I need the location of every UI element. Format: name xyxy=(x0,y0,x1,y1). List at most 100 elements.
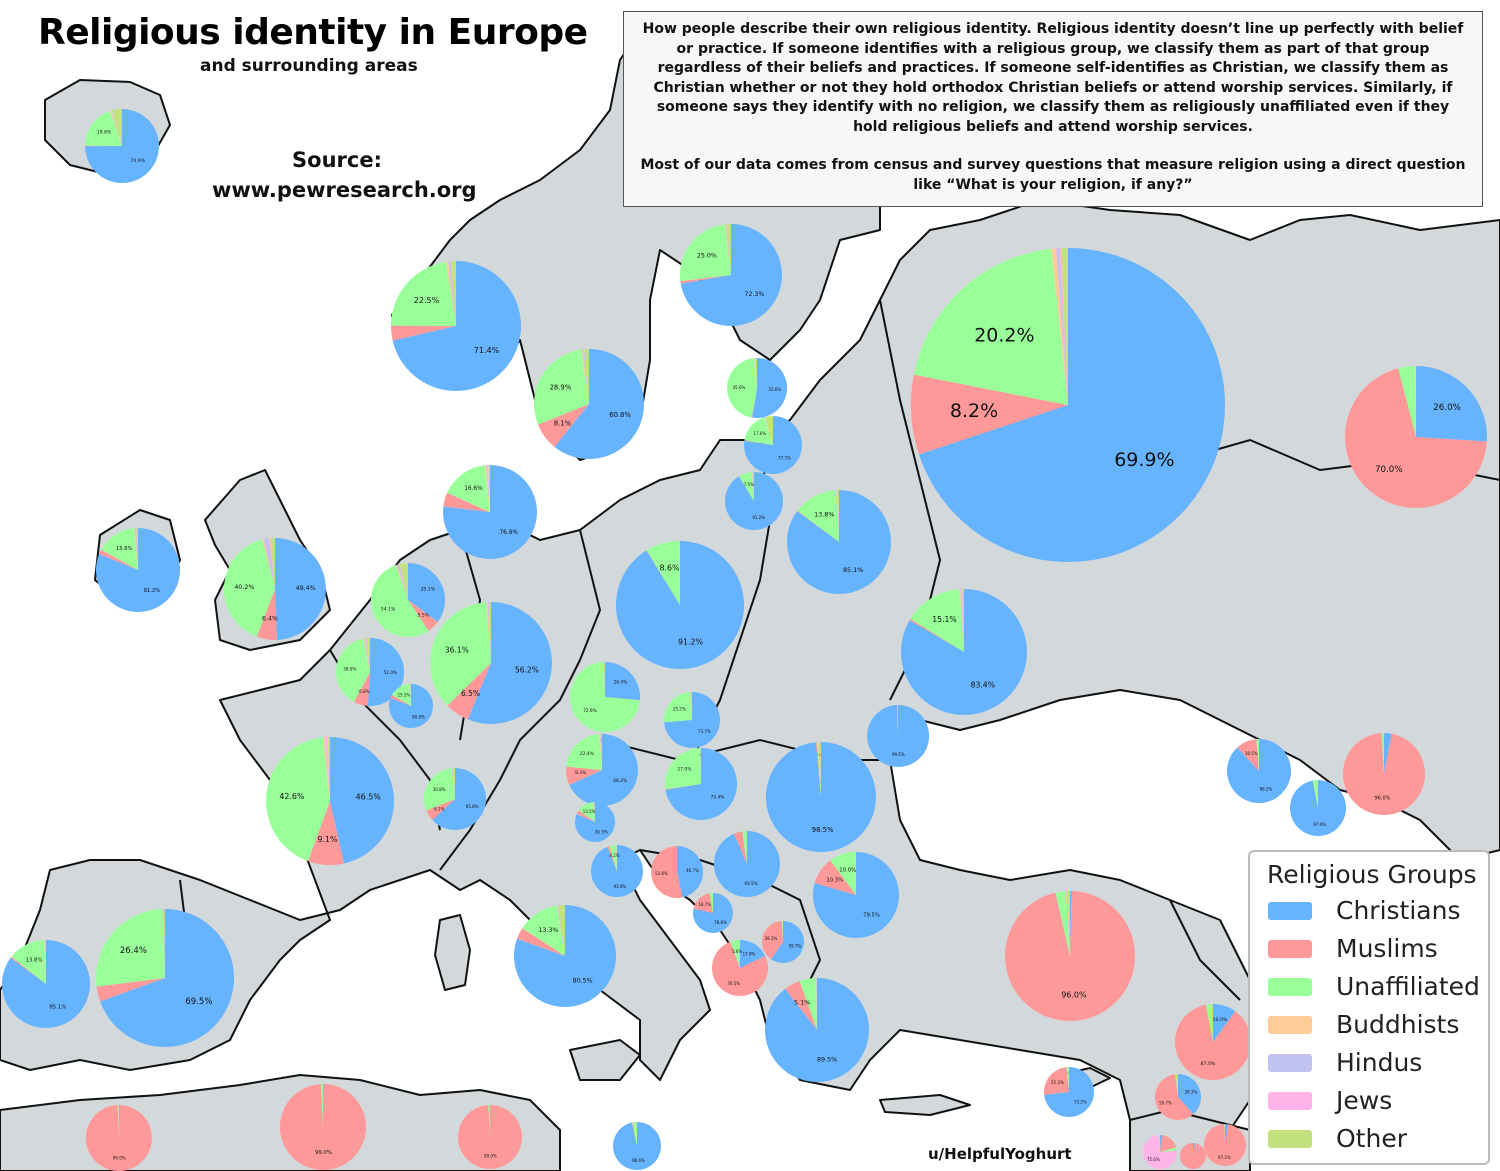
pie-label-norway-0: 71.4% xyxy=(474,346,500,355)
pie-montenegro: 18.7% 78.6% xyxy=(692,893,733,934)
pie-label-bosnia-0: 46.7% xyxy=(686,868,699,873)
pie-slice-czechia-6 xyxy=(603,662,605,697)
pie-slice-kazakhstan-0 xyxy=(1416,366,1488,442)
pie-slice-latvia-5 xyxy=(765,417,773,445)
pie-slice-norway-2 xyxy=(391,261,456,326)
pie-austria: 68.2% 22.4% 8.3% xyxy=(566,734,639,806)
pie-slice-slovenia-4 xyxy=(593,802,595,822)
pie-slice-lithuania-5 xyxy=(752,472,754,501)
pie-slice-spain-6 xyxy=(164,909,165,978)
pie-slice-greece-4 xyxy=(816,978,817,1030)
pie-slice-iceland-4 xyxy=(111,110,122,146)
pie-bosnia: 46.7% 53.6% xyxy=(651,846,704,898)
pie-label-bosnia-1: 53.6% xyxy=(655,871,668,876)
pie-slice-croatia-3 xyxy=(616,845,617,871)
pie-slice-slovakia-1 xyxy=(664,720,692,723)
pie-slice-ukraine-2 xyxy=(910,589,964,652)
pie-slice-ireland-0 xyxy=(96,528,181,613)
pie-label-malta-0: 96.6% xyxy=(632,1158,645,1163)
pie-label-lithuania-0: 91.2% xyxy=(752,515,765,520)
pie-label-greece-1: 5.1% xyxy=(794,999,810,1007)
pie-denmark: 76.9% 16.6% xyxy=(442,464,537,559)
pie-slice-norway-6 xyxy=(450,261,456,326)
pie-slice-albania-0 xyxy=(740,940,766,968)
pie-slice-lebanon-0 xyxy=(1178,1074,1202,1115)
pie-latvia: 77.3% 17.6% xyxy=(743,416,802,474)
pie-slice-luxembourg-3 xyxy=(409,684,411,706)
pie-label-hungary-1: 27.0% xyxy=(677,767,691,773)
pie-slice-austria-3 xyxy=(599,734,602,770)
pie-slice-cyprus-1 xyxy=(1044,1067,1069,1095)
pie-slice-iceland-5 xyxy=(111,110,122,146)
pie-label-montenegro-1: 78.6% xyxy=(714,920,727,925)
pie-label-ukraine-0: 83.4% xyxy=(971,680,995,689)
pie-label-norway-1: 22.5% xyxy=(414,296,440,305)
pie-slice-estonia-0 xyxy=(752,358,788,419)
pie-slice-lithuania-4 xyxy=(752,472,754,501)
pie-germany: 56.2% 36.1% 6.5% xyxy=(429,602,552,724)
pie-slice-germany-5 xyxy=(488,602,491,663)
pie-slice-croatia-1 xyxy=(607,846,617,871)
pie-label-czechia-0: 26.4% xyxy=(614,679,628,685)
pie-slice-malta-1 xyxy=(631,1122,637,1146)
pie-label-bulgaria-2: 10.3% xyxy=(826,877,843,883)
pie-slice-israel-5 xyxy=(1142,1135,1177,1170)
pie-iceland: 74.9% 19.8% xyxy=(84,109,159,183)
pie-switzerland: 65.8% 30.8% 6.1% xyxy=(423,768,487,830)
pie-label-kazakhstan-1: 70.0% xyxy=(1375,465,1403,475)
pie-slice-denmark-5 xyxy=(487,465,490,512)
pie-slice-bulgaria-0 xyxy=(813,852,900,938)
pie-label-switzerland-1: 30.8% xyxy=(433,787,446,792)
pie-lithuania: 91.2% 7.5% xyxy=(724,472,783,530)
pie-slice-kazakhstan-1 xyxy=(1345,368,1487,508)
pie-slice-france-1 xyxy=(307,801,344,866)
pie-slice-azerbaijan-2 xyxy=(1381,733,1384,774)
pie-label-france-1: 42.6% xyxy=(279,792,305,801)
pie-slice-ukraine-1 xyxy=(909,618,964,652)
pie-slice-czechia-5 xyxy=(603,662,605,697)
pie-label-lithuania-1: 7.5% xyxy=(744,482,754,487)
pie-slice-poland-1 xyxy=(646,550,680,605)
pie-slice-serbia-0 xyxy=(713,831,780,897)
pie-slice-denmark-4 xyxy=(486,465,490,512)
pie-slice-slovenia-6 xyxy=(594,801,595,822)
pie-slice-russia-4 xyxy=(1056,248,1068,405)
pie-moldova: 99.5% xyxy=(867,704,930,767)
pie-label-lebanon-1: 59.7% xyxy=(1159,1100,1172,1105)
pie-slice-turkey-2 xyxy=(1055,891,1070,956)
pie-slice-bulgaria-6 xyxy=(855,851,856,895)
pie-label-algeria-0: 99.0% xyxy=(315,1150,332,1156)
pie-slice-sweden-5 xyxy=(583,349,589,404)
pie-label-germany-2: 6.5% xyxy=(461,689,480,698)
pie-slice-ireland-5 xyxy=(135,528,138,570)
pie-slice-norway-3 xyxy=(446,261,456,326)
pie-cyprus: 73.2% 25.3% xyxy=(1044,1066,1095,1117)
pie-slice-morocco-5 xyxy=(117,1105,119,1138)
pie-slice-belarus-1 xyxy=(797,510,839,542)
legend-swatch-muslims xyxy=(1268,940,1312,958)
pie-slice-estonia-6 xyxy=(754,358,757,388)
pie-slice-hungary-3 xyxy=(700,748,701,784)
pie-slice-luxembourg-6 xyxy=(410,684,411,706)
pie-slice-greece-5 xyxy=(816,977,817,1030)
pie-italy: 80.5% 13.3% xyxy=(514,905,617,1007)
pie-slice-spain-3 xyxy=(162,909,165,978)
pie-albania: 17.9% 76.5% 5.6% xyxy=(712,940,769,997)
pie-slice-luxembourg-4 xyxy=(409,684,411,706)
legend-label-other: Other xyxy=(1336,1124,1407,1153)
pie-slice-kazakhstan-3 xyxy=(1415,366,1416,437)
pie-slice-belarus-0 xyxy=(786,490,891,595)
border-10 xyxy=(1169,899,1241,1001)
pie-slice-moldova-1 xyxy=(897,705,898,736)
pie-label-romania-0: 98.5% xyxy=(812,826,834,834)
pie-label-spain-1: 26.4% xyxy=(120,946,147,956)
pie-label-iceland-1: 19.8% xyxy=(97,130,112,136)
pie-slice-bosnia-1 xyxy=(651,846,683,898)
pie-slice-slovakia-0 xyxy=(664,692,720,748)
pie-slice-belarus-3 xyxy=(836,490,839,542)
pie-slice-croatia-2 xyxy=(609,845,617,871)
pie-label-montenegro-0: 18.7% xyxy=(698,902,711,907)
pie-slice-belarus-4 xyxy=(836,490,839,542)
pie-slice-austria-1 xyxy=(566,766,602,785)
pie-label-latvia-0: 77.3% xyxy=(778,456,791,461)
